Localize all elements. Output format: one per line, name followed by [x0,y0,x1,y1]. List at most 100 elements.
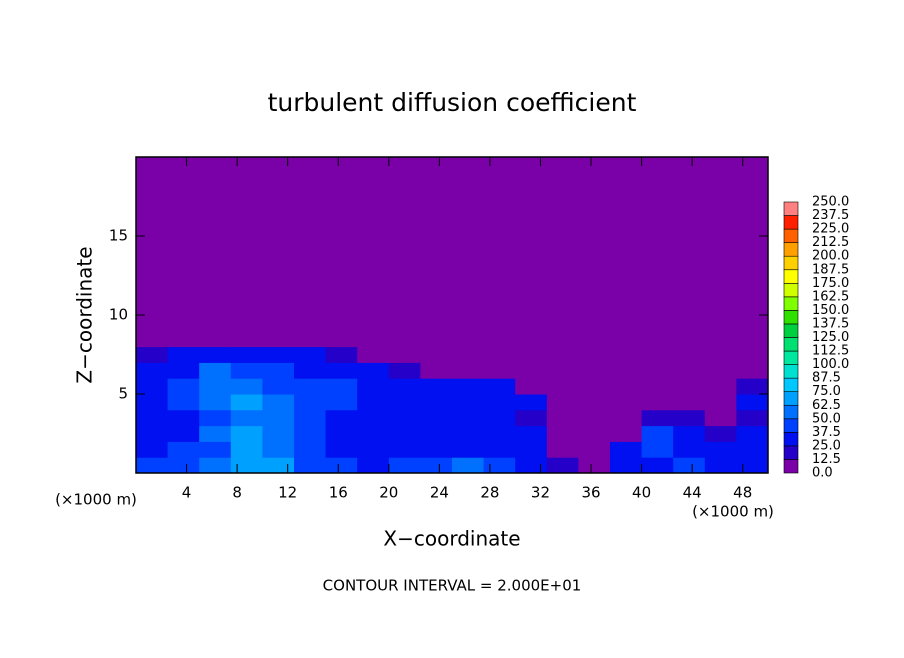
field-cell [704,457,737,474]
field-cell [515,409,548,427]
field-cell [199,457,232,474]
field-cell [357,425,390,442]
field-cell [736,330,769,348]
field-cell [420,157,453,332]
field-cell [388,346,421,363]
field-cell [673,378,706,395]
colorbar-label: 50.0 [812,411,841,426]
colorbar-label: 187.5 [812,262,849,277]
field-cell [515,330,548,348]
colorbar-label: 75.0 [812,384,841,399]
field-cell [230,409,263,427]
colorbar-label: 100.0 [812,357,849,372]
colorbar-label: 37.5 [812,425,841,440]
x-tick-label: 20 [379,484,398,502]
field-cell [673,425,706,442]
field-cell [262,425,295,442]
field-cell [546,346,579,363]
colorbar-label: 62.5 [812,398,841,413]
x-tick-label: 12 [278,484,297,502]
y-tick-label: 10 [109,306,128,324]
field-cell [578,330,611,348]
field-cell [452,346,485,363]
field-cell [388,157,421,332]
colorbar-label: 162.5 [812,289,849,304]
colorbar-cell [783,215,799,230]
field-cell [325,457,358,474]
colorbar-cell [783,296,799,311]
field-cell [325,330,358,348]
chart-title: turbulent diffusion coefficient [268,88,637,117]
colorbar-label: 225.0 [812,222,849,237]
field-cell [136,425,169,442]
field-cell [136,362,169,379]
field-cell [136,457,169,474]
field-cell [641,378,674,395]
field-cell [294,362,327,379]
colorbar-label: 25.0 [812,438,841,453]
field-cell [546,157,579,332]
field-cell [578,394,611,411]
colorbar-cell [783,269,799,284]
field-cell [546,457,579,474]
field-cell [578,425,611,442]
field-cell [294,394,327,411]
field-cell [515,346,548,363]
field-cell [199,362,232,379]
colorbar-cell [783,310,799,325]
field-cell [388,330,421,348]
colorbar-cell [783,228,799,243]
field-cell [673,409,706,427]
field-cell [704,409,737,427]
field-cell [167,157,200,332]
field-cell [610,362,643,379]
x-tick-label: 16 [329,484,348,502]
field-cell [136,378,169,395]
field-cell [515,441,548,458]
field-cell [199,441,232,458]
field-cell [262,378,295,395]
field-cell [736,425,769,442]
colorbar-cell [783,282,799,298]
field-cell [704,157,737,332]
field-cell [420,378,453,395]
field-cell [610,378,643,395]
field-cell [452,330,485,348]
field-cell [736,362,769,379]
field-cell [515,457,548,474]
colorbar-label: 150.0 [812,303,849,318]
field-cell [452,157,485,332]
field-cell [673,441,706,458]
field-cell [704,425,737,442]
field-cell [230,425,263,442]
field-cell [357,409,390,427]
field-cell [262,157,295,332]
x-axis-label: X−coordinate [383,527,520,551]
colorbar-cell [783,391,799,406]
field-cell [483,330,516,348]
field-cell [230,378,263,395]
field-cell [704,378,737,395]
field-cell [420,330,453,348]
field-cell [452,441,485,458]
field-cell [167,394,200,411]
field-cell [452,378,485,395]
field-cell [230,457,263,474]
field-cell [388,441,421,458]
field-cell [357,330,390,348]
colorbar-cell [783,418,799,433]
field-cell [641,346,674,363]
field-cell [610,409,643,427]
field-cell [136,157,169,332]
x-tick-label: 32 [531,484,550,502]
field-cell [420,425,453,442]
field-cell [546,362,579,379]
colorbar-cell [783,350,799,365]
field-cell [546,425,579,442]
field-cell [388,457,421,474]
field-cell [167,330,200,348]
field-cell [230,441,263,458]
field-cell [641,157,674,332]
field-cell [578,409,611,427]
field-cell [483,362,516,379]
